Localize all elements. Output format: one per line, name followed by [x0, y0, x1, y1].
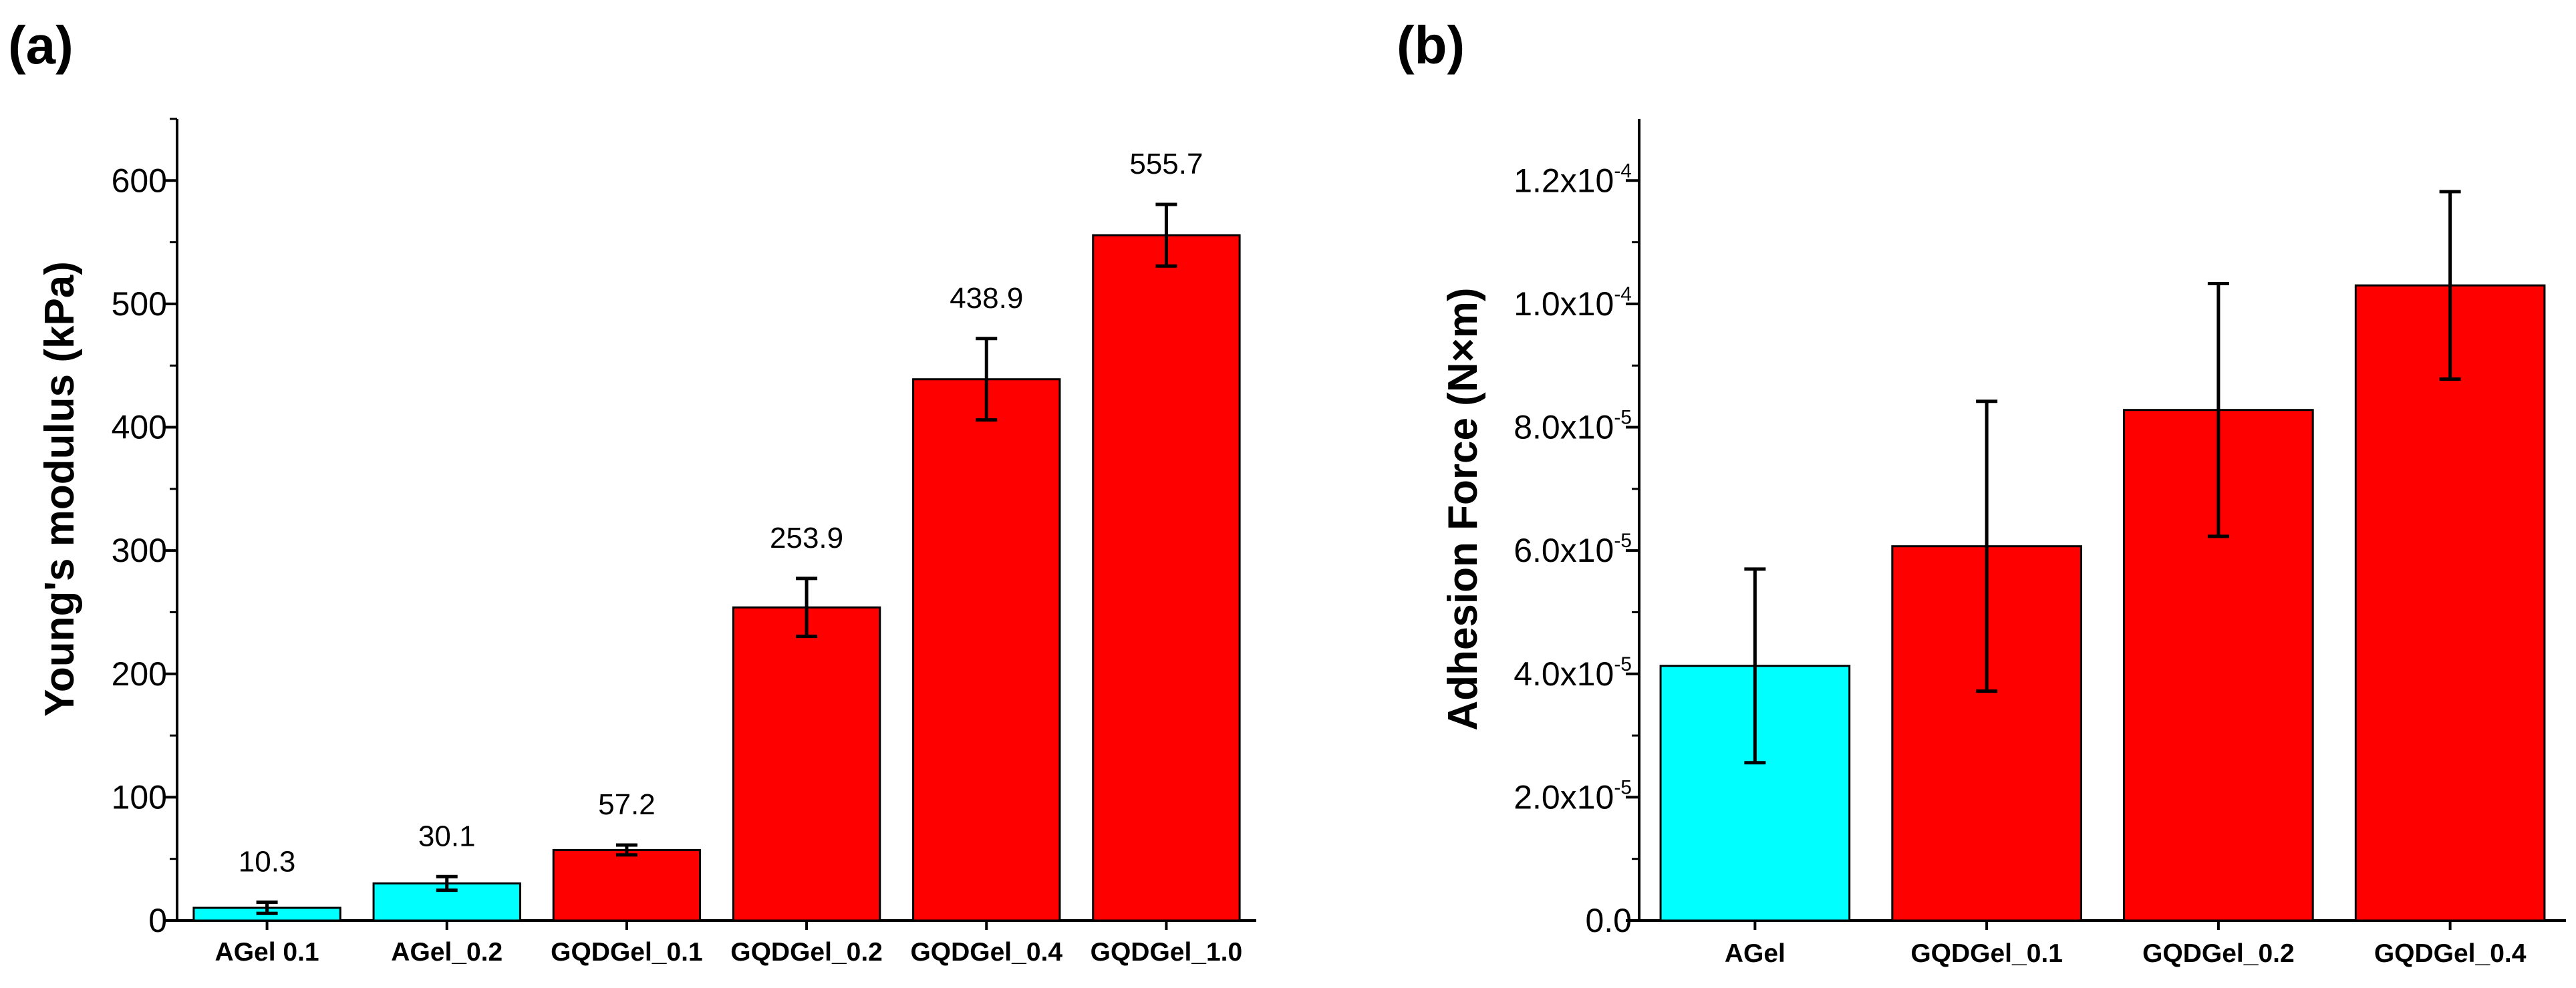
- y-tick-label: 100: [112, 778, 167, 816]
- panel-label-a: (a): [8, 15, 74, 75]
- chart-panel-b: (b) Adhesion Force (N×m) 0.0 2.0x10-5 4.0x…: [1397, 15, 2566, 968]
- error-bars-a: [256, 202, 1177, 915]
- y-axis-title-b: Adhesion Force (N×m): [1440, 287, 1486, 730]
- error-bars-b: [1744, 190, 2461, 765]
- y-tick-label: 1.2x10-4: [1514, 160, 1632, 199]
- x-tick-label-GQDGel_1.0: GQDGel_1.0: [1091, 938, 1243, 967]
- data-label-AGel 0.1: 10.3: [239, 846, 296, 878]
- bars-b: [1659, 284, 2546, 922]
- y-tick-label: 1.0x10-4: [1514, 283, 1632, 323]
- y-tick-label: 0: [148, 902, 167, 939]
- x-tick-label-AGel: AGel: [1725, 939, 1785, 968]
- y-tick-label: 0.0: [1585, 902, 1632, 939]
- x-tick-label-GQDGel_0.1: GQDGel_0.1: [551, 938, 703, 967]
- x-tick-label-AGel_0.2: AGel_0.2: [391, 938, 503, 967]
- data-label-GQDGel_0.4: 438.9: [950, 282, 1023, 315]
- axes-a: [164, 118, 1256, 930]
- x-tick-label-AGel 0.1: AGel 0.1: [215, 938, 319, 967]
- panel-label-b: (b): [1397, 15, 1465, 75]
- bar-GQDGel_1.0: [1092, 234, 1241, 922]
- y-tick-label: 500: [112, 285, 167, 323]
- x-tick-label-GQDGel_0.4: GQDGel_0.4: [910, 938, 1062, 967]
- data-label-GQDGel_0.1: 57.2: [598, 788, 656, 821]
- x-tick-labels-a: AGel 0.1 AGel_0.2 GQDGel_0.1 GQDGel_0.2 GQDG…: [215, 938, 1243, 967]
- data-label-GQDGel_1.0: 555.7: [1129, 148, 1203, 180]
- y-tick-labels-a: 0 100 200 300 400 500 600: [112, 162, 167, 939]
- data-labels-a: 10.3 30.1 57.2 253.9 438.9 555.7: [239, 148, 1203, 878]
- y-tick-label: 200: [112, 655, 167, 693]
- y-tick-labels-b: 0.0 2.0x10-5 4.0x10-5 6.0x10-5 8.0x10-5 1.0x1…: [1514, 160, 1632, 939]
- data-label-GQDGel_0.2: 253.9: [770, 522, 843, 554]
- y-tick-label: 2.0x10-5: [1514, 776, 1632, 816]
- x-tick-label-GQDGel_0.2: GQDGel_0.2: [2142, 939, 2295, 968]
- bar-GQDGel_0.2: [732, 606, 881, 922]
- x-tick-labels-b: AGel GQDGel_0.1 GQDGel_0.2 GQDGel_0.4: [1725, 939, 2527, 968]
- y-tick-label: 6.0x10-5: [1514, 530, 1632, 569]
- x-tick-label-GQDGel_0.2: GQDGel_0.2: [730, 938, 883, 967]
- bars-a: [192, 234, 1241, 922]
- data-label-AGel_0.2: 30.1: [418, 820, 476, 852]
- chart-panel-a: (a) Young's modulus (kPa) 10.3 30.1 57.2 25…: [8, 15, 1256, 967]
- bar-AGel: [1659, 665, 1851, 922]
- y-tick-label: 4.0x10-5: [1514, 653, 1632, 693]
- bar-GQDGel_0.1: [552, 848, 702, 922]
- y-tick-label: 400: [112, 409, 167, 446]
- x-tick-label-GQDGel_0.4: GQDGel_0.4: [2374, 939, 2527, 968]
- bar-GQDGel_0.4: [912, 378, 1061, 922]
- y-tick-label: 300: [112, 532, 167, 569]
- y-axis-title-a: Young's modulus (kPa): [37, 261, 83, 717]
- y-tick-label: 8.0x10-5: [1514, 407, 1632, 446]
- y-tick-label: 600: [112, 162, 167, 199]
- x-tick-label-GQDGel_0.1: GQDGel_0.1: [1910, 939, 2063, 968]
- bar-GQDGel_0.4: [2354, 284, 2546, 922]
